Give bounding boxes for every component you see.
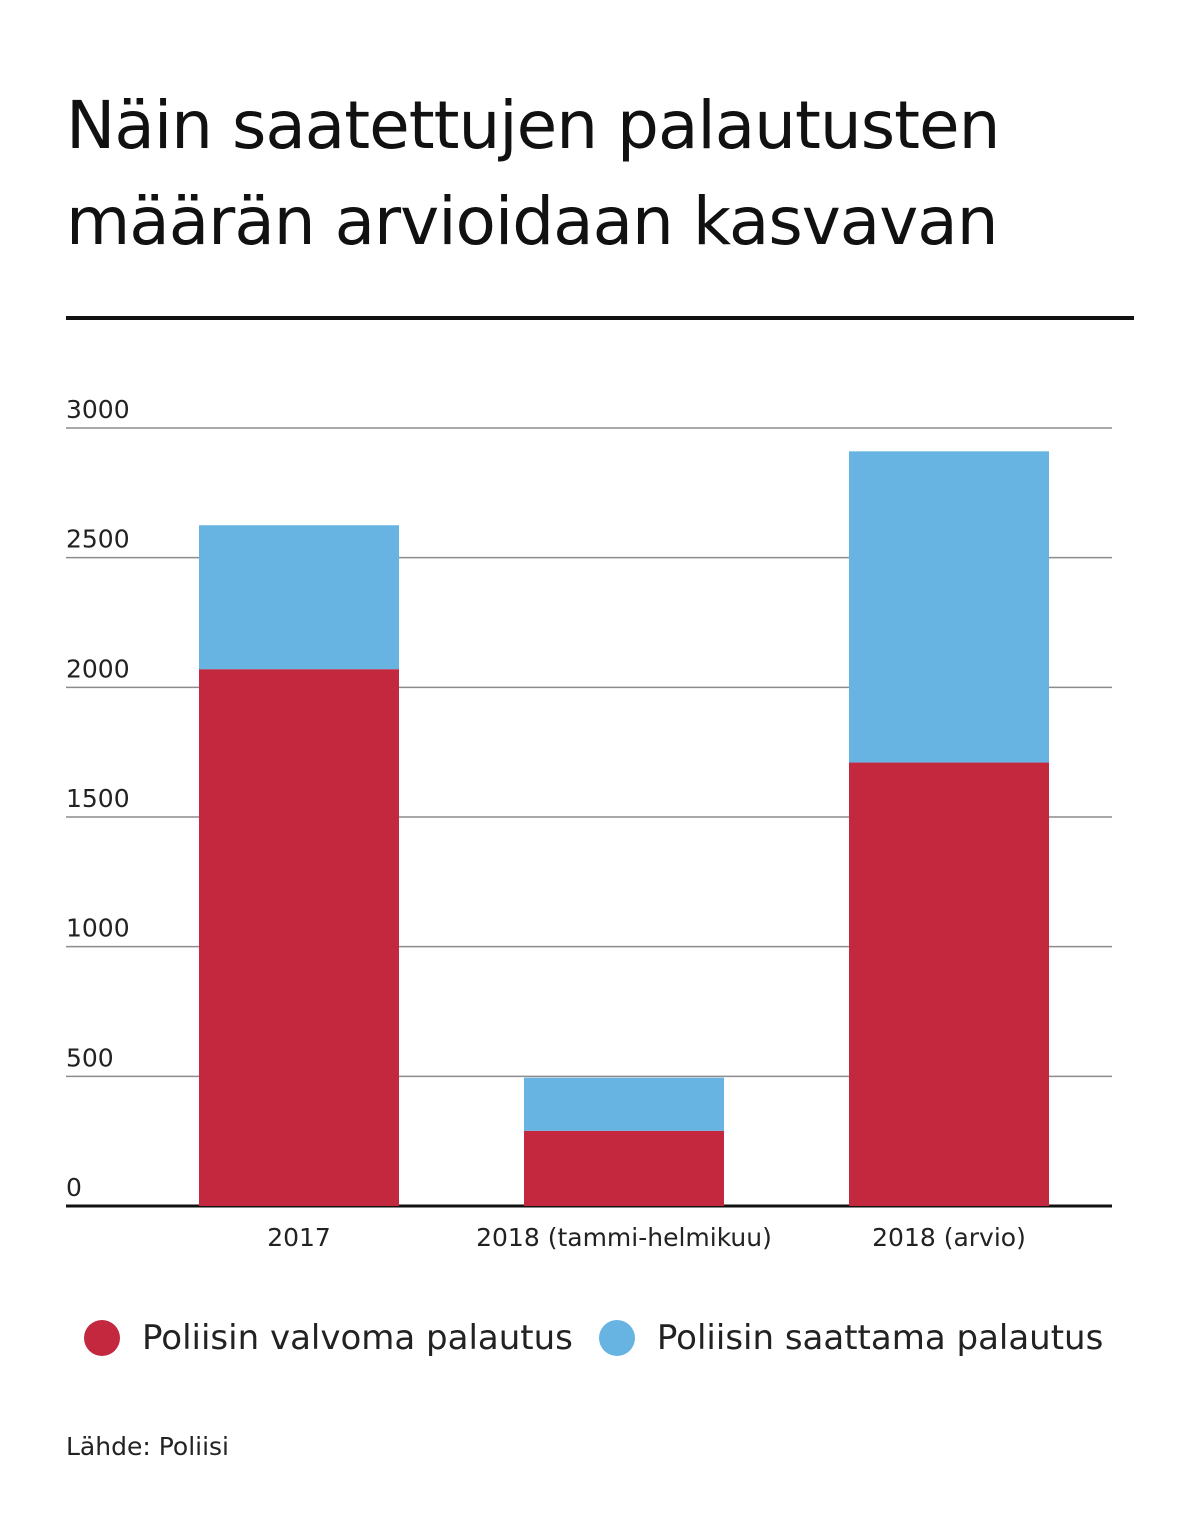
x-tick-label: 2018 (arvio) [872,1223,1026,1252]
legend-item-valvoma: Poliisin valvoma palautus [84,1318,573,1358]
y-tick-label: 0 [66,1173,82,1202]
bar-saattama-2 [849,451,1049,763]
y-tick-label: 2500 [66,525,130,554]
legend-swatch-valvoma [84,1320,120,1356]
y-tick-label: 500 [66,1043,114,1072]
bar-valvoma-2 [849,762,1049,1206]
bar-valvoma-1 [524,1130,724,1206]
bar-saattama-1 [524,1077,724,1131]
y-tick-label: 1500 [66,784,130,813]
title-divider [66,316,1134,320]
stacked-bar-chart: 0 500 1000 1500 2000 2500 3000 2017 2018 (tammi-… [66,395,1112,1252]
x-tick-label: 2017 [267,1223,331,1252]
legend: Poliisin valvoma palautus Poliisin saatt… [84,1316,1129,1360]
source-note: Lähde: Poliisi [66,1432,230,1461]
x-tick-label: 2018 (tammi-helmikuu) [476,1223,772,1252]
chart-title: Näin saatettujen palautusten määrän arvi… [66,87,1000,260]
legend-label-saattama: Poliisin saattama palautus [656,1318,1104,1358]
legend-label-valvoma: Poliisin valvoma palautus [142,1318,573,1358]
legend-item-saattama: Poliisin saattama palautus [598,1318,1104,1358]
legend-swatch-saattama [598,1320,635,1356]
bar-saattama-0 [199,525,399,670]
bar-valvoma-0 [199,669,399,1206]
y-tick-label: 1000 [66,914,130,943]
y-tick-label: 3000 [66,395,130,424]
y-tick-label: 2000 [66,654,130,683]
